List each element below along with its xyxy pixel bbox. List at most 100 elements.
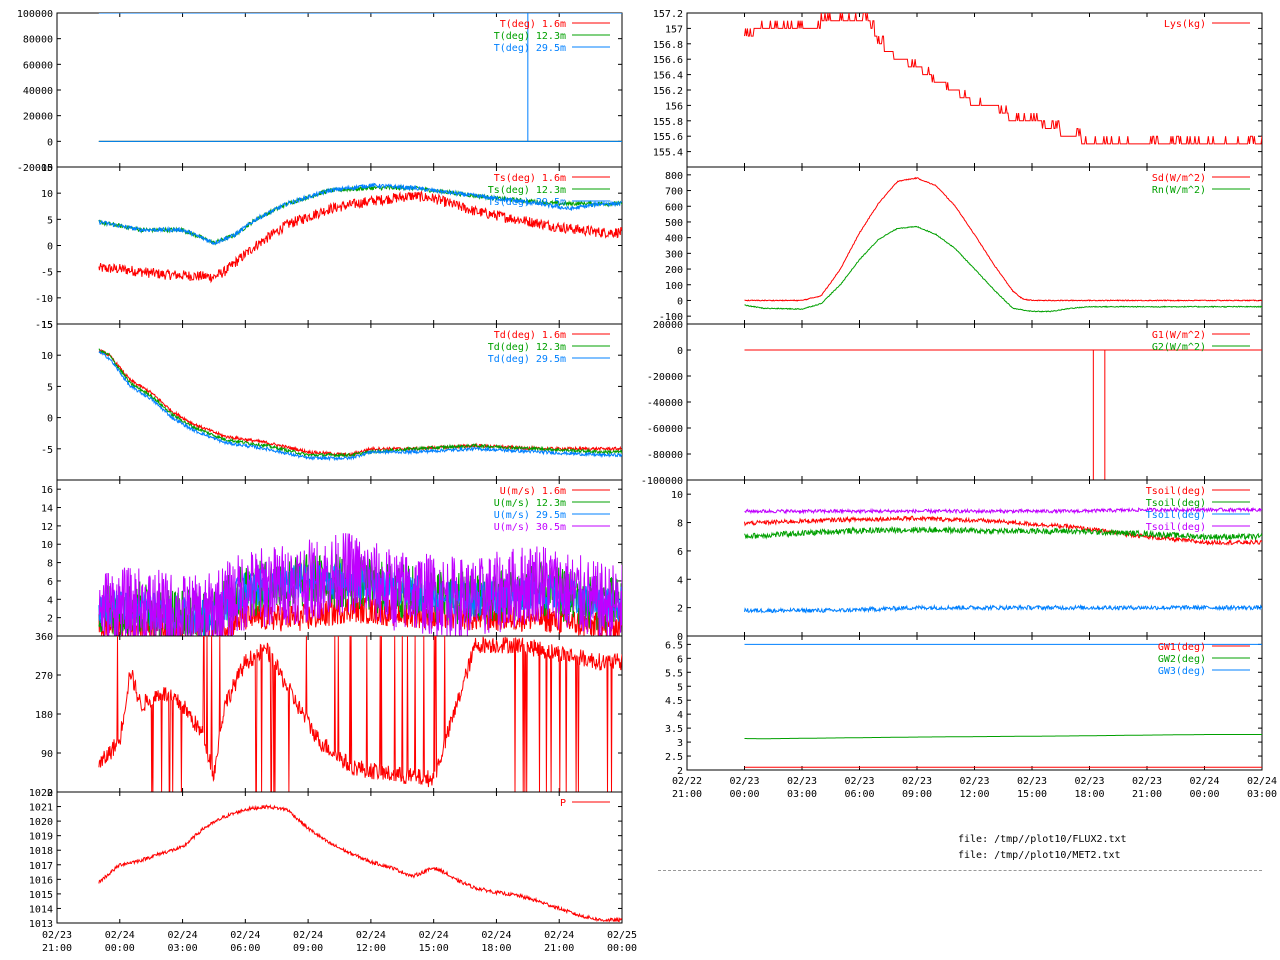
series-line-ts-2 <box>98 182 622 246</box>
y-tick-label: 500 <box>665 218 683 229</box>
x-tick-time-right: 03:00 <box>787 789 817 800</box>
y-tick-label: 8 <box>677 519 683 530</box>
y-tick-label: -100000 <box>641 476 683 487</box>
x-tick-time-left: 12:00 <box>356 943 386 954</box>
y-tick-label: 6 <box>47 577 53 588</box>
legend-label: GW1(deg) <box>1158 642 1206 653</box>
x-tick-date-left: 02/24 <box>230 930 260 941</box>
y-tick-label: 4 <box>47 595 53 606</box>
y-tick-label: 0 <box>47 242 53 253</box>
legend-label: Td(deg) 1.6m <box>494 330 566 341</box>
y-tick-label: 100000 <box>17 9 53 20</box>
footer-divider <box>658 870 1262 871</box>
legend-label: GW2(deg) <box>1158 654 1206 665</box>
y-tick-label: 0 <box>47 414 53 425</box>
legend-label: Ts(deg) 29.5m <box>488 197 566 208</box>
y-tick-label: 2.5 <box>665 752 683 763</box>
y-tick-label: 2 <box>677 604 683 615</box>
plot-area <box>744 506 1262 614</box>
x-tick-time-right: 21:00 <box>672 789 702 800</box>
x-tick-date-right: 02/23 <box>729 776 759 787</box>
x-tick-time-right: 06:00 <box>844 789 874 800</box>
y-tick-label: 10 <box>671 490 683 501</box>
footer-file-1: file: /tmp//plot10/FLUX2.txt <box>958 834 1127 845</box>
legend-label: T(deg) 12.3m <box>494 31 566 42</box>
y-tick-label: -5 <box>41 268 53 279</box>
y-tick-label: -60000 <box>647 424 683 435</box>
x-tick-time-right: 15:00 <box>1017 789 1047 800</box>
series-line-tsoil-1 <box>744 525 1262 542</box>
legend-label: T(deg) 29.5m <box>494 43 566 54</box>
series-line-p-0 <box>98 804 622 923</box>
plot-area <box>98 804 622 923</box>
series-line-g-0 <box>744 349 1262 480</box>
chart-panel-p: 1013 1014 1015 1016 1017 1018 1019 1020 1021 1022… <box>29 788 623 930</box>
y-tick-label: -20000 <box>647 372 683 383</box>
x-tick-date-right: 02/24 <box>1247 776 1277 787</box>
series-line-gw-1 <box>744 734 1262 740</box>
y-tick-label: 40000 <box>23 86 53 97</box>
x-tick-date-right: 02/23 <box>844 776 874 787</box>
y-tick-label: 1013 <box>29 919 53 930</box>
x-tick-date-right: 02/24 <box>1189 776 1219 787</box>
y-tick-label: 800 <box>665 171 683 182</box>
legend-label: GW3(deg) <box>1158 666 1206 677</box>
y-tick-label: 6 <box>677 654 683 665</box>
y-tick-label: 0 <box>47 137 53 148</box>
y-tick-label: 5.5 <box>665 668 683 679</box>
y-tick-label: 1021 <box>29 803 53 814</box>
y-tick-label: 15 <box>41 320 53 331</box>
y-tick-label: 6.5 <box>665 640 683 651</box>
y-tick-label: 156.8 <box>653 40 683 51</box>
x-tick-date-left: 02/24 <box>544 930 574 941</box>
y-tick-label: 4 <box>677 575 683 586</box>
x-tick-time-right: 00:00 <box>1189 789 1219 800</box>
y-tick-label: 180 <box>35 710 53 721</box>
y-tick-label: 16 <box>41 485 53 496</box>
y-tick-label: 14 <box>41 504 53 515</box>
y-tick-label: 156.6 <box>653 55 683 66</box>
x-tick-date-right: 02/23 <box>1074 776 1104 787</box>
plot-area <box>98 348 622 462</box>
legend-label: Ts(deg) 12.3m <box>488 185 566 196</box>
x-tick-date-left: 02/24 <box>356 930 386 941</box>
x-tick-date-right: 02/23 <box>787 776 817 787</box>
series-line-td-2 <box>98 349 622 462</box>
x-tick-time-right: 18:00 <box>1074 789 1104 800</box>
series-line-t-2 <box>98 13 622 142</box>
y-tick-label: 4 <box>677 710 683 721</box>
x-tick-date-left: 02/23 <box>42 930 72 941</box>
x-tick-time-right: 21:00 <box>1132 789 1162 800</box>
plot-area <box>744 13 1262 145</box>
legend-label: T(deg) 1.6m <box>500 19 566 30</box>
y-tick-label: 1016 <box>29 875 53 886</box>
y-tick-label: 1017 <box>29 861 53 872</box>
x-tick-date-right: 02/23 <box>1017 776 1047 787</box>
legend-label: P <box>560 798 566 809</box>
x-tick-date-left: 02/24 <box>293 930 323 941</box>
legend-label: Lys(kg) <box>1164 19 1206 30</box>
x-tick-date-right: 02/22 <box>672 776 702 787</box>
y-tick-label: 400 <box>665 234 683 245</box>
series-line-tsoil-0 <box>744 515 1262 546</box>
y-tick-label: 1018 <box>29 846 53 857</box>
x-tick-time-left: 09:00 <box>293 943 323 954</box>
plot-area <box>98 533 622 636</box>
y-tick-label: 700 <box>665 187 683 198</box>
y-tick-label: 200 <box>665 265 683 276</box>
x-tick-date-right: 02/23 <box>902 776 932 787</box>
x-tick-time-right: 09:00 <box>902 789 932 800</box>
legend-label: U(m/s) 12.3m <box>494 498 566 509</box>
y-tick-label: 156.2 <box>653 86 683 97</box>
legend-label: U(m/s) 1.6m <box>500 486 566 497</box>
legend-label: Td(deg) 29.5m <box>488 354 566 365</box>
x-tick-date-left: 02/25 <box>607 930 637 941</box>
y-tick-label: -10 <box>35 294 53 305</box>
y-tick-label: 2 <box>47 614 53 625</box>
y-tick-label: 270 <box>35 671 53 682</box>
y-tick-label: 10 <box>41 351 53 362</box>
legend-label: Ts(deg) 1.6m <box>494 173 566 184</box>
y-tick-label: 156.4 <box>653 71 683 82</box>
